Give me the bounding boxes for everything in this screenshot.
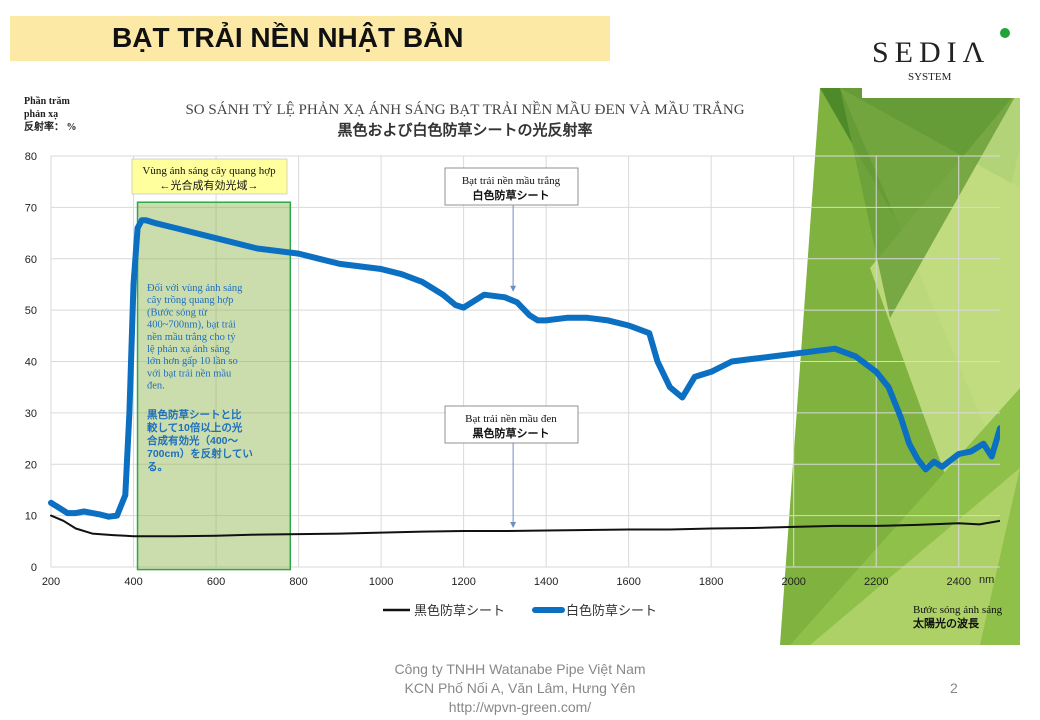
band-desc-vi-line: (Bước sóng từ: [147, 307, 207, 318]
band-desc-vi-line: Đối với vùng ánh sáng: [147, 283, 243, 294]
x-tick-label: 1000: [369, 576, 393, 588]
band-desc-vi-line: nền mầu trắng cho tỷ: [147, 332, 236, 343]
photosynthesis-band: [136, 201, 292, 571]
band-label-box: [131, 158, 288, 195]
chart-area: 0 10 20 30 40 50 60 70 80 200 400 600 800 1000 1200 14…: [10, 88, 1020, 645]
x-tick-label: 1600: [616, 576, 640, 588]
decor-triangles: [780, 88, 1020, 645]
white-sheet-pointer-head: [510, 285, 517, 292]
y-tick-label: 20: [25, 459, 37, 471]
footer-company: Công ty TNHH Watanabe Pipe Việt Nam: [394, 661, 646, 677]
chart-title: SO SÁNH TỶ LỆ PHẢN XẠ ÁNH SÁNG BẠT TRẢI …: [185, 101, 744, 118]
x-tick-label: 400: [124, 576, 142, 588]
y-axis-label: phản xạ: [24, 109, 58, 120]
footer: Công ty TNHH Watanabe Pipe Việt Nam KCN …: [300, 660, 740, 717]
series-lines: [48, 217, 1000, 538]
plot-grid: [50, 155, 1000, 568]
band-desc-ja-line: 黒色防草シートと比: [147, 408, 242, 421]
footer-url[interactable]: http://wpvn-green.com/: [448, 699, 592, 715]
x-tick-label: 600: [207, 576, 225, 588]
band-desc-ja-line: る。: [147, 461, 168, 473]
logo-dot: [1000, 28, 1010, 38]
legend-label-black-sheet: 黒色防草シート: [414, 603, 505, 618]
y-tick-label: 50: [25, 305, 37, 317]
x-tick-labels: 200 400 600 800 1000 1200 1400 1600 1800 2000 2200…: [42, 576, 971, 588]
chart-texts: SO SÁNH TỶ LỆ PHẢN XẠ ÁNH SÁNG BẠT TRẢI …: [24, 96, 1003, 630]
x-tick-label: 2000: [781, 576, 805, 588]
x-tick-label: 1400: [534, 576, 558, 588]
chart-subtitle: 黒色および白色防草シートの光反射率: [337, 121, 592, 139]
y-tick-label: 80: [25, 151, 37, 163]
legend: 黒色防草シート 白色防草シート: [383, 603, 657, 618]
band-desc-vi-line: đen.: [147, 381, 165, 392]
reflectance-chart: 0 10 20 30 40 50 60 70 80 200 400 600 800 1000 1200 14…: [24, 88, 1020, 645]
white-sheet-label-box: [444, 167, 579, 206]
x-tick-label: 800: [289, 576, 307, 588]
y-axis-label: 反射率： %: [24, 120, 77, 133]
band-label-ja: ←光合成有効光域→: [160, 178, 259, 192]
sedia-logo: SEDIΛ SYSTEM: [862, 24, 1022, 98]
y-tick-label: 70: [25, 202, 37, 214]
x-tick-label: 1800: [699, 576, 723, 588]
white-sheet-label-vi: Bạt trải nền mầu trắng: [462, 175, 561, 187]
x-tick-label: 2200: [864, 576, 888, 588]
x-axis-unit: nm: [979, 574, 994, 586]
band-label-vi: Vùng ánh sáng cây quang hợp: [142, 165, 276, 177]
y-tick-label: 30: [25, 408, 37, 420]
band-desc-ja-line: 較して10倍以上の光: [147, 421, 243, 434]
logo-subtext: SYSTEM: [908, 71, 952, 83]
y-tick-label: 10: [25, 511, 37, 523]
black-sheet-label-ja: 黒色防草シート: [473, 426, 550, 440]
legend-label-white-sheet: 白色防草シート: [566, 603, 657, 618]
y-tick-label: 60: [25, 254, 37, 266]
x-axis-caption-vi: Bước sóng ánh sáng: [913, 604, 1003, 616]
series-line-black-sheet: [50, 514, 1000, 538]
y-tick-label: 0: [31, 562, 37, 574]
band-desc-vi-line: cây trồng quang hợp: [147, 295, 233, 306]
series-line-white-sheet: [48, 217, 1000, 520]
band-desc-ja-line: 合成有効光（400～: [146, 434, 239, 447]
slide-title: BẠT TRẢI NỀN NHẬT BẢN: [112, 22, 464, 53]
band-desc-vi-line: lệ phản xạ ánh sáng: [147, 344, 231, 355]
x-tick-label: 1200: [451, 576, 475, 588]
white-sheet-label-ja: 白色防草シート: [473, 188, 550, 202]
x-axis-caption-ja: 太陽光の波長: [912, 616, 980, 630]
page-number: 2: [950, 680, 958, 696]
black-sheet-label-box: [444, 405, 579, 444]
slide-title-band: BẠT TRẢI NỀN NHẬT BẢN: [10, 16, 610, 61]
x-tick-label: 2400: [946, 576, 970, 588]
band-desc-vi-line: với bạt trải nền mầu: [147, 368, 232, 379]
black-sheet-pointer-head: [510, 522, 517, 529]
photosynthesis-band-rect: [136, 201, 292, 571]
y-axis-label: Phần trăm: [24, 96, 71, 107]
y-tick-labels: 0 10 20 30 40 50 60 70 80: [25, 151, 37, 574]
black-sheet-label-vi: Bạt trải nền mầu đen: [465, 413, 557, 425]
y-tick-label: 40: [25, 357, 37, 369]
band-desc-vi-line: lớn hơn gấp 10 lần so: [147, 356, 238, 367]
band-desc-vi-line: 400~700nm), bạt trải: [147, 320, 236, 331]
footer-address: KCN Phố Nối A, Văn Lâm, Hưng Yên: [404, 680, 636, 696]
x-tick-label: 200: [42, 576, 60, 588]
band-desc-ja-line: 700cm）を反射してい: [147, 447, 253, 460]
logo-wordmark: SEDIΛ: [872, 36, 991, 69]
